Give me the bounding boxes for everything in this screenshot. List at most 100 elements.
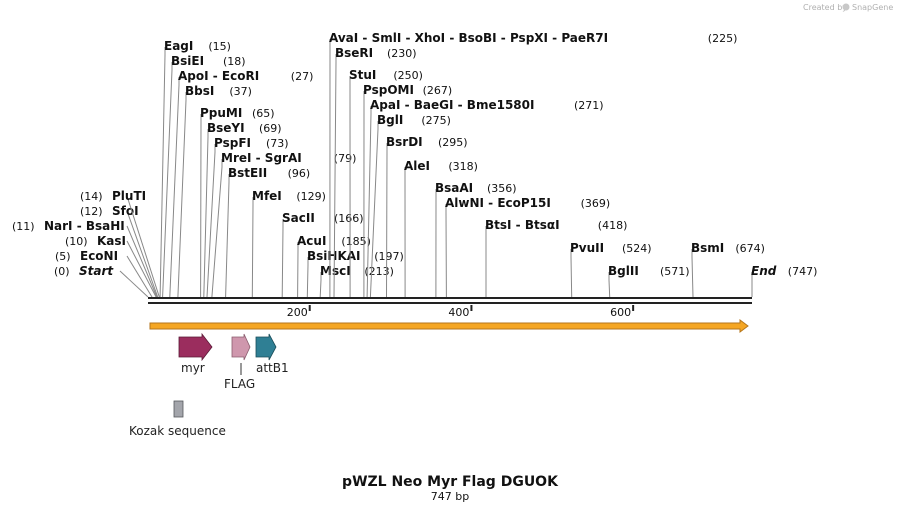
site-leader-line	[162, 62, 173, 298]
site-position: (10)	[65, 235, 88, 248]
site-label: BtsI - BtsαI	[485, 218, 560, 232]
site-position: (37)	[229, 85, 252, 98]
site-position: (129)	[296, 190, 326, 203]
site-bsihkai[interactable]: (197) BsiHKAI	[306, 249, 404, 298]
site-position: (213)	[364, 265, 394, 278]
site-end[interactable]: (747) End	[751, 264, 817, 297]
sequence-backbone	[148, 297, 752, 304]
kozak-feature-label: Kozak sequence	[129, 424, 226, 438]
kozak-feature-box[interactable]	[173, 400, 184, 418]
site-bsiei[interactable]: (18) BsiEI	[162, 54, 246, 298]
site-bsaai[interactable]: (356) BsaAI	[435, 181, 517, 298]
site-ppumi[interactable]: (65) PpuMI	[200, 106, 275, 298]
site-apai[interactable]: (271) ApaI - BaeGI - Bme1580I	[366, 98, 604, 298]
site-leader-line	[206, 144, 216, 298]
site-position: (674)	[735, 242, 765, 255]
site-mrei[interactable]: (79) MreI - SgrAI	[211, 151, 356, 298]
site-label: BsiHKAI	[307, 249, 361, 263]
site-position: (418)	[598, 219, 628, 232]
site-position: (356)	[487, 182, 517, 195]
site-position: (12)	[80, 205, 103, 218]
site-leader-line	[225, 174, 230, 298]
site-btsi[interactable]: (418) BtsI - BtsαI	[485, 218, 627, 297]
orf-arrow[interactable]	[149, 319, 749, 333]
site-position: (11)	[12, 220, 35, 233]
site-label: BsiEI	[171, 54, 204, 68]
site-position: (96)	[288, 167, 311, 180]
site-label: StuI	[349, 68, 376, 82]
site-label: PvuII	[570, 241, 604, 255]
site-position: (15)	[208, 40, 231, 53]
site-label: BglI	[377, 113, 403, 127]
site-position: (69)	[259, 122, 282, 135]
site-bseri[interactable]: (230) BseRI	[333, 46, 417, 298]
site-bseyi[interactable]: (69) BseYI	[203, 121, 282, 298]
site-mfei[interactable]: (129) MfeI	[251, 189, 326, 298]
site-pspomi[interactable]: (267) PspOMI	[363, 83, 453, 298]
site-position: (73)	[266, 137, 289, 150]
site-label: ApoI - EcoRI	[178, 69, 259, 83]
site-bsteii[interactable]: (96) BstEII	[225, 166, 311, 298]
site-bsmi[interactable]: (674) BsmI	[691, 241, 765, 298]
site-label: BglII	[608, 264, 639, 278]
flag-feature-label: FLAG	[224, 377, 255, 391]
site-label: PspOMI	[363, 83, 414, 97]
site-sfoi[interactable]: (12) SfoI	[80, 204, 159, 298]
site-label: SacII	[282, 211, 315, 225]
attb1-feature-arrow[interactable]	[255, 333, 277, 361]
ruler-tick-label: 600	[610, 306, 631, 319]
site-eagi[interactable]: (15) EagI	[159, 39, 231, 298]
site-bgli[interactable]: (275) BglI	[369, 113, 451, 298]
site-position: (747)	[788, 265, 818, 278]
site-label: KasI	[97, 234, 126, 248]
site-label: End	[751, 264, 777, 278]
site-pspfi[interactable]: (73) PspFI	[206, 136, 289, 298]
site-position: (250)	[393, 69, 423, 82]
site-pvuii[interactable]: (524) PvuII	[570, 241, 652, 298]
site-econi[interactable]: (5) EcoNI	[55, 249, 153, 298]
snapgene-credit: Created by SnapGene	[803, 3, 893, 12]
site-label: MfeI	[252, 189, 282, 203]
site-stui[interactable]: (250) StuI	[349, 68, 423, 298]
site-label: BbsI	[185, 84, 214, 98]
site-position: (318)	[448, 160, 478, 173]
site-leader-line	[126, 255, 153, 298]
site-position: (225)	[708, 32, 738, 45]
site-alwni[interactable]: (369) AlwNI - EcoP15I	[445, 196, 610, 298]
site-position: (65)	[252, 107, 275, 120]
site-sacii[interactable]: (166) SacII	[281, 211, 364, 298]
site-leader-line	[319, 272, 322, 298]
plasmid-title: pWZL Neo Myr Flag DGUOK	[342, 474, 559, 490]
site-leader-line	[159, 47, 166, 298]
site-avai[interactable]: (225) AvaI - SmlI - XhoI - BsoBI - PspXI …	[329, 31, 738, 298]
site-leader-line	[386, 143, 388, 298]
site-bglii[interactable]: (571) BglII	[608, 264, 690, 298]
site-pluti[interactable]: (14) PluTI	[80, 189, 160, 298]
site-bbsi[interactable]: (37) BbsI	[177, 84, 252, 298]
site-position: (197)	[374, 250, 404, 263]
ruler: 200 400 600	[287, 305, 635, 319]
site-position: (185)	[341, 235, 371, 248]
site-position: (166)	[334, 212, 364, 225]
site-nari[interactable]: (11) NarI - BsaHI	[12, 219, 158, 298]
restriction-sites: (0) Start (5) EcoNI(10) KasI (11) NarI - BsaHI…	[12, 31, 817, 298]
site-label: AvaI - SmlI - XhoI - BsoBI - PspXI - Pae…	[329, 31, 608, 45]
site-kasi[interactable]: (10) KasI	[65, 234, 157, 298]
site-msci[interactable]: (213) MscI	[319, 264, 394, 298]
site-label: BstEII	[228, 166, 267, 180]
site-alei[interactable]: (318) AleI	[404, 159, 478, 298]
features: myr FLAG attB1 Kozak sequence	[129, 332, 289, 438]
site-apoi[interactable]: (27) ApoI - EcoRI	[169, 69, 314, 298]
flag-feature-arrow[interactable]	[231, 333, 251, 361]
myr-feature-arrow[interactable]	[178, 332, 213, 362]
site-label: BsmI	[691, 241, 724, 255]
site-bsrdi[interactable]: (295) BsrDI	[386, 135, 468, 298]
credit-prefix: Created by	[803, 3, 847, 12]
site-position: (267)	[423, 84, 453, 97]
site-leader-line	[126, 195, 160, 298]
site-leader-line	[169, 77, 180, 298]
site-leader-line	[691, 249, 694, 298]
site-label: MscI	[320, 264, 351, 278]
site-leader-line	[177, 92, 187, 298]
site-start[interactable]: (0) Start	[54, 264, 149, 298]
